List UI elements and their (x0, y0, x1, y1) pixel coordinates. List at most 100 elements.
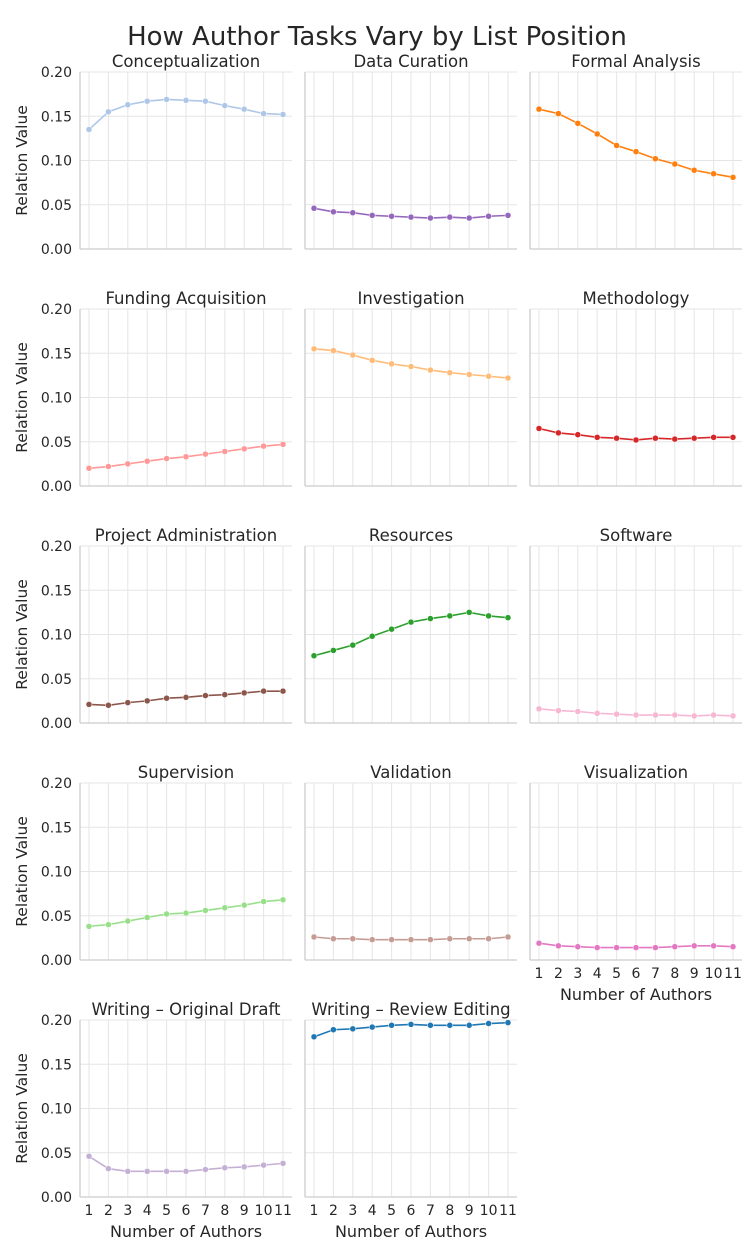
y-axis-label: Relation Value (13, 1053, 31, 1164)
data-point (504, 212, 512, 219)
data-point (124, 699, 132, 706)
y-tick-label: 0.05 (41, 435, 72, 451)
data-point (613, 710, 620, 718)
data-point (260, 442, 267, 450)
data-point (279, 687, 287, 695)
data-point (446, 213, 454, 221)
x-tick-label: 1 (310, 1203, 319, 1219)
panel-software: Software (529, 526, 742, 724)
x-tick-label: 10 (480, 1203, 498, 1219)
x-tick-label: 2 (554, 966, 563, 982)
data-point (279, 441, 287, 448)
data-point (85, 465, 93, 472)
data-point (349, 209, 357, 216)
data-point (143, 914, 151, 921)
data-point (368, 212, 376, 219)
data-point (465, 935, 473, 943)
data-point (221, 904, 229, 912)
y-tick-label: 0.00 (41, 1190, 72, 1206)
data-point (652, 155, 659, 162)
data-point (260, 687, 267, 695)
y-tick-label: 0.15 (41, 346, 72, 362)
x-tick-label: 10 (255, 1203, 273, 1219)
x-axis-label: Number of Authors (560, 985, 712, 1004)
x-tick-label: 6 (182, 1203, 191, 1219)
data-point (388, 936, 395, 943)
y-tick-label: 0.15 (41, 109, 72, 125)
data-point (465, 371, 473, 378)
data-point (368, 357, 376, 364)
y-tick-label: 0.10 (41, 1102, 72, 1118)
data-point (163, 96, 170, 103)
data-point (240, 1163, 248, 1171)
data-point (535, 705, 543, 713)
panel-title: Conceptualization (112, 52, 260, 71)
panel-validation: Validation (304, 763, 517, 961)
x-tick-label: 8 (670, 966, 679, 982)
data-point (182, 694, 190, 701)
data-point (240, 105, 248, 113)
data-point (202, 692, 209, 699)
data-point (330, 208, 337, 216)
data-point (388, 1022, 395, 1029)
data-point (85, 923, 93, 930)
data-point (310, 205, 318, 212)
data-point (221, 1164, 229, 1172)
data-point (182, 909, 190, 917)
data-point (632, 436, 640, 444)
data-point (671, 943, 679, 950)
y-tick-label: 0.10 (41, 391, 72, 407)
x-tick-label: 2 (104, 1203, 113, 1219)
panel-title: Writing – Review Editing (311, 1000, 510, 1019)
x-tick-label: 6 (632, 966, 641, 982)
data-point (465, 609, 473, 616)
data-point (427, 1022, 434, 1029)
data-point (485, 612, 492, 620)
x-tick-label: 4 (143, 1203, 152, 1219)
x-tick-label: 11 (724, 966, 742, 982)
x-tick-label: 3 (573, 966, 582, 982)
x-tick-label: 9 (465, 1203, 474, 1219)
panel-title: Investigation (357, 289, 464, 308)
data-point (427, 615, 434, 622)
data-point (388, 625, 395, 633)
data-point (710, 711, 717, 719)
data-point (330, 935, 337, 943)
y-axis-label: Relation Value (13, 342, 31, 453)
data-point (593, 710, 601, 717)
data-point (652, 711, 659, 719)
data-point (105, 463, 112, 470)
data-point (504, 374, 512, 382)
data-point (388, 213, 395, 220)
panel-conceptualization: Conceptualization 0.00 0.05 0.10 0.15 0.20 Rel… (13, 52, 292, 258)
x-tick-label: 1 (85, 1203, 94, 1219)
data-point (427, 936, 434, 943)
data-point (310, 652, 318, 659)
data-point (632, 944, 640, 951)
data-point (240, 689, 248, 697)
x-axis-label: Number of Authors (110, 1222, 262, 1241)
data-point (535, 939, 543, 947)
y-tick-label: 0.00 (41, 479, 72, 495)
panel-title: Supervision (138, 763, 234, 782)
panel-title: Visualization (584, 763, 688, 782)
data-point (613, 944, 620, 951)
panel-formal-analysis: Formal Analysis (529, 52, 742, 250)
y-tick-label: 0.00 (41, 716, 72, 732)
data-point (163, 910, 170, 918)
data-point (330, 647, 337, 654)
data-point (729, 434, 737, 441)
data-point (85, 701, 93, 708)
data-point (613, 434, 620, 442)
x-tick-label: 10 (705, 966, 723, 982)
data-point (593, 130, 601, 138)
data-point (504, 614, 512, 621)
data-point (182, 1168, 190, 1175)
y-tick-label: 0.20 (41, 1013, 72, 1029)
data-point (671, 160, 679, 168)
y-tick-label: 0.10 (41, 154, 72, 170)
data-point (279, 1160, 287, 1167)
data-point (535, 105, 543, 113)
x-tick-label: 4 (368, 1203, 377, 1219)
data-point (349, 641, 357, 649)
